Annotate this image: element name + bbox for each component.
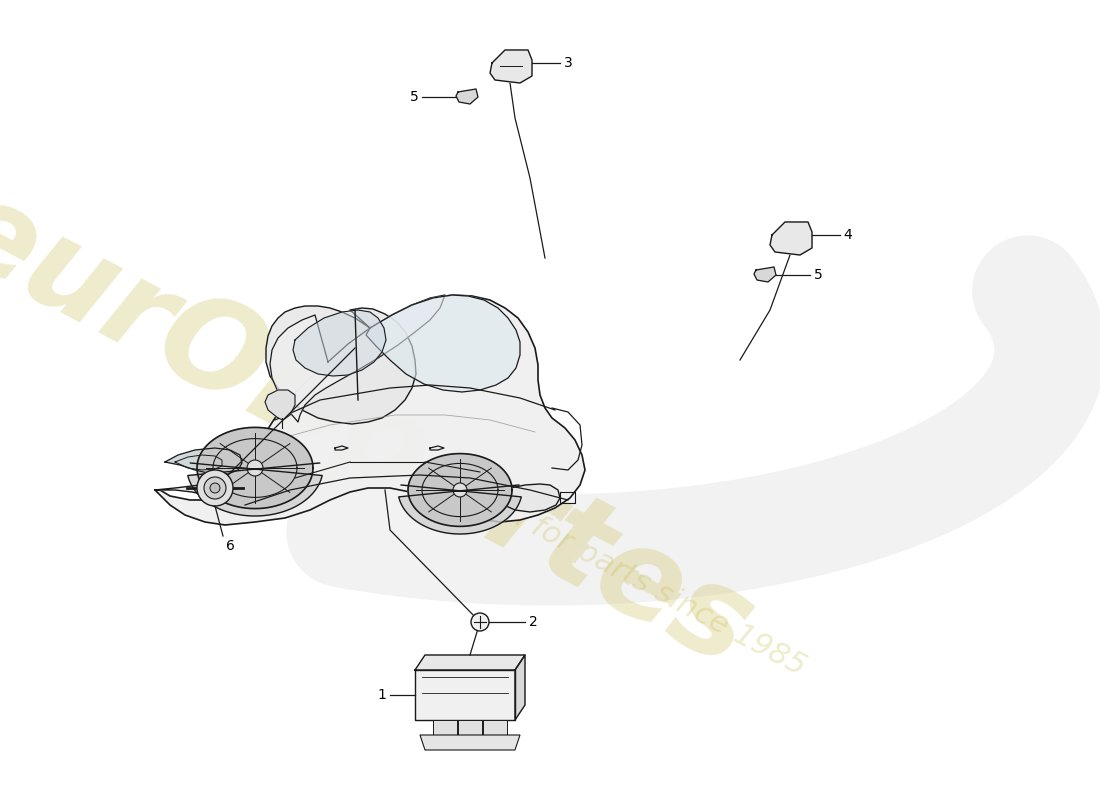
Polygon shape [420,735,520,750]
Polygon shape [197,427,314,509]
Polygon shape [155,476,300,502]
Circle shape [204,477,226,499]
Text: 5: 5 [814,268,823,282]
Polygon shape [265,390,295,420]
Polygon shape [483,720,507,735]
Polygon shape [366,295,520,392]
Polygon shape [415,670,515,720]
Polygon shape [155,295,585,525]
Polygon shape [415,655,525,670]
Circle shape [471,613,490,631]
Polygon shape [293,310,386,376]
Text: 1: 1 [377,688,386,702]
Text: 3: 3 [563,56,572,70]
Text: 2: 2 [529,615,538,629]
Polygon shape [754,267,776,282]
Polygon shape [456,89,478,104]
Polygon shape [458,720,482,735]
Text: eurOBpartes: eurOBpartes [0,167,772,693]
Polygon shape [515,655,525,720]
Polygon shape [165,448,242,474]
Text: 6: 6 [226,539,234,553]
Circle shape [197,470,233,506]
Polygon shape [490,50,532,83]
Polygon shape [770,222,812,255]
Polygon shape [266,306,416,424]
Polygon shape [399,485,521,534]
Polygon shape [408,454,512,526]
Polygon shape [270,295,446,422]
Text: 5: 5 [409,90,418,104]
Text: a passion for parts since 1985: a passion for parts since 1985 [389,439,811,681]
Polygon shape [500,484,560,512]
Text: 4: 4 [844,228,852,242]
Polygon shape [433,720,456,735]
Circle shape [248,460,263,476]
Polygon shape [188,463,322,516]
Circle shape [210,483,220,493]
Circle shape [453,483,468,497]
